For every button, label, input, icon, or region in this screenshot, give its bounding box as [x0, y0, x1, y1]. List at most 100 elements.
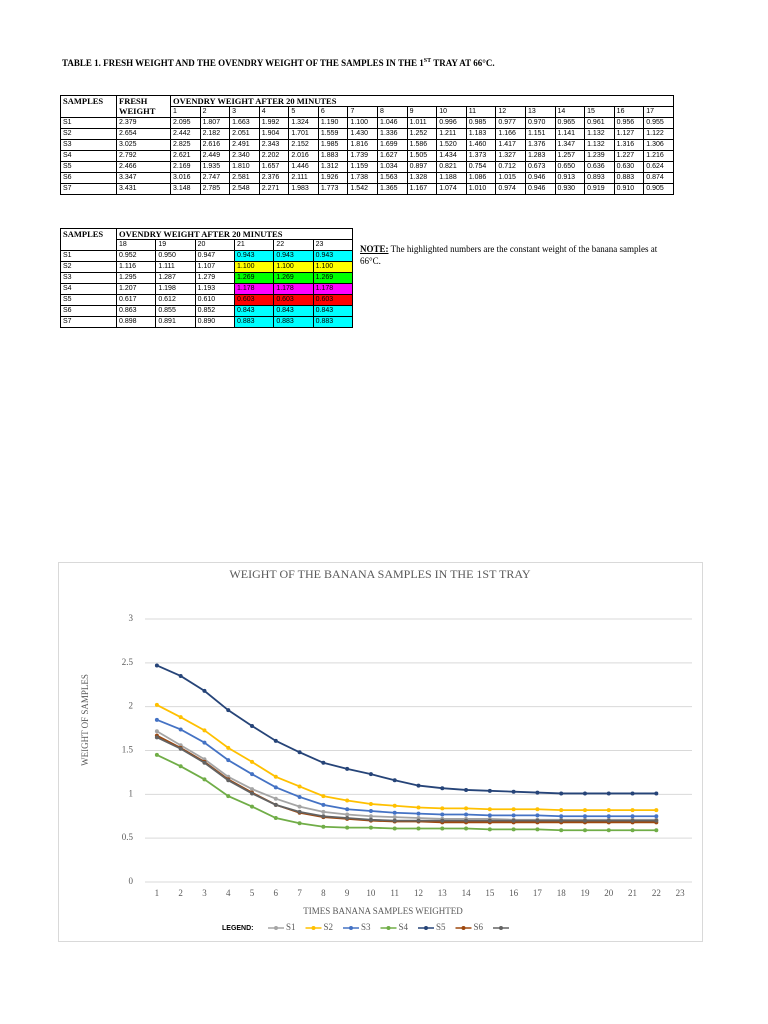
cell: 0.930 [554, 183, 586, 195]
data-point [273, 738, 278, 743]
x-tick-label: 12 [414, 888, 423, 898]
header-row: SAMPLES OVENDRY WEIGHT AFTER 20 MINUTES [60, 228, 354, 251]
y-tick-label: 3 [129, 613, 134, 623]
data-point [535, 813, 540, 818]
caption-text: TABLE 1. FRESH WEIGHT AND THE OVENDRY WE… [62, 58, 424, 68]
data-point [202, 728, 207, 733]
legend-label: S3 [361, 922, 371, 932]
x-tick-label: 23 [676, 888, 686, 898]
data-row: S2 2.654 2.442 2.182 2.051 1.904 1.701 1.559 1.4… [60, 128, 674, 140]
data-point [511, 818, 516, 823]
data-point [440, 818, 445, 823]
data-point [345, 825, 350, 830]
data-point [535, 827, 540, 832]
data-point [250, 723, 255, 728]
data-point [392, 778, 397, 783]
legend-marker [499, 926, 503, 930]
cell: 0.905 [643, 183, 674, 195]
data-point [250, 759, 255, 764]
data-point [226, 745, 231, 750]
data-point [511, 789, 516, 794]
legend-marker [311, 926, 316, 930]
data-row: S4 2.792 2.621 2.449 2.340 2.202 2.016 1.883 1.7… [60, 150, 674, 162]
data-point [606, 791, 611, 796]
data-point [559, 814, 564, 819]
legend-title: LEGEND: [222, 925, 254, 932]
series-line [156, 754, 657, 832]
data-point [154, 717, 159, 722]
data-row: S3 1.295 1.287 1.279 1.269 1.269 1.269 [60, 272, 354, 284]
series-line [156, 736, 657, 822]
data-point [582, 818, 587, 823]
data-point [345, 812, 350, 817]
data-point [178, 764, 183, 769]
note: NOTE: The highlighted numbers are the co… [360, 243, 680, 267]
x-tick-label: 14 [462, 888, 472, 898]
data-point [178, 673, 183, 678]
x-tick-label: 13 [438, 888, 448, 898]
cell: 0.883 [312, 316, 354, 328]
legend-label: S4 [399, 922, 409, 932]
data-point [464, 826, 469, 831]
data-point [154, 735, 159, 740]
data-point [630, 791, 635, 796]
data-point [178, 727, 183, 732]
cell: 0.883 [273, 316, 314, 328]
data-point [392, 803, 397, 808]
legend-marker [424, 926, 428, 930]
data-point [273, 774, 278, 779]
data-point [559, 828, 564, 833]
table-1: SAMPLES FRESH WEIGHT OVENDRY WEIGHT AFTER … [60, 95, 674, 195]
data-point [273, 785, 278, 790]
data-point [606, 828, 611, 833]
data-point [559, 808, 564, 813]
x-tick-label: 8 [321, 888, 326, 898]
data-point [345, 807, 350, 812]
data-point [202, 740, 207, 745]
data-point [440, 806, 445, 811]
data-point [606, 814, 611, 819]
y-tick-label: 0 [129, 876, 134, 886]
data-point [297, 821, 302, 826]
x-tick-label: 21 [628, 888, 637, 898]
data-point [487, 818, 492, 823]
data-point [250, 791, 255, 796]
data-point [368, 808, 373, 813]
data-point [368, 801, 373, 806]
data-row: S5 0.617 0.612 0.610 0.603 0.603 0.603 [60, 294, 354, 306]
x-axis-label: TIMES BANANA SAMPLES WEIGHTED [303, 906, 463, 916]
data-point [535, 818, 540, 823]
x-tick-label: 17 [533, 888, 543, 898]
data-point [273, 796, 278, 801]
chart-frame [58, 562, 703, 942]
data-point [321, 814, 326, 819]
data-point [368, 772, 373, 777]
legend-marker [461, 926, 466, 930]
cell: 0.883 [233, 316, 275, 328]
data-point [250, 772, 255, 777]
data-row: S7 0.898 0.891 0.890 0.883 0.883 0.883 [60, 316, 354, 328]
data-point [416, 805, 421, 810]
data-point [416, 818, 421, 823]
data-point [392, 818, 397, 823]
table-2: SAMPLES OVENDRY WEIGHT AFTER 20 MINUTES 18… [60, 228, 354, 328]
data-point [464, 806, 469, 811]
cell: 0.955 [643, 117, 674, 129]
data-point [392, 810, 397, 815]
data-point [606, 818, 611, 823]
data-point [582, 791, 587, 796]
x-tick-label: 19 [580, 888, 590, 898]
caption-suffix: TRAY AT 66°C. [431, 58, 495, 68]
data-point [368, 825, 373, 830]
data-point [392, 815, 397, 820]
data-point [464, 787, 469, 792]
data-point [630, 814, 635, 819]
series-line [156, 718, 657, 818]
data-point [654, 791, 659, 796]
data-point [487, 807, 492, 812]
data-point [345, 816, 350, 821]
data-row: S1 0.952 0.950 0.947 0.943 0.943 0.943 [60, 250, 354, 262]
cell: 3.431 [116, 183, 171, 195]
data-point [321, 809, 326, 814]
data-point [368, 814, 373, 819]
